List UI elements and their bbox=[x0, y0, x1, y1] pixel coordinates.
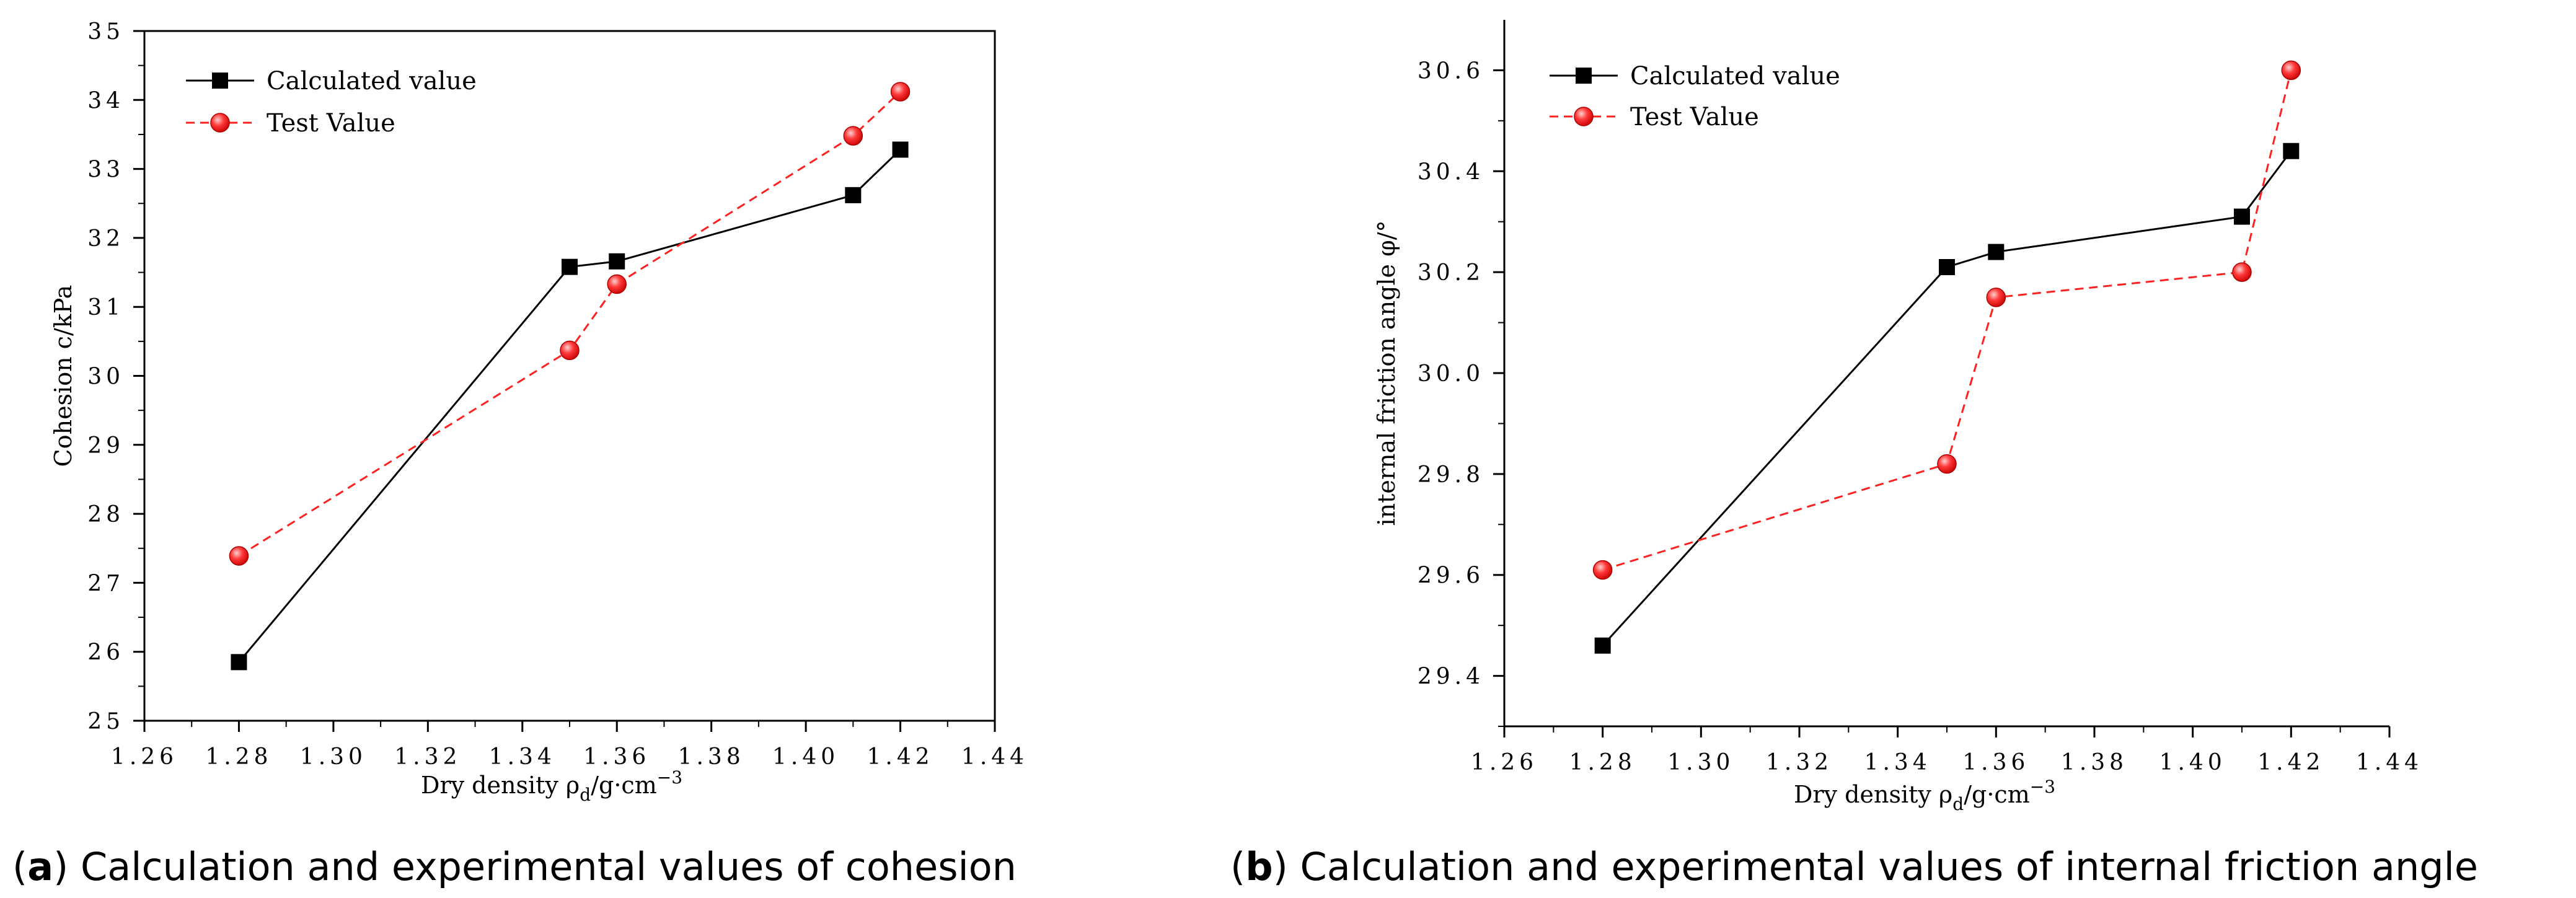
y-axis-label: Cohesion c/kPa bbox=[50, 285, 77, 467]
legend-label: Calculated value bbox=[267, 67, 477, 95]
calculated-value-line bbox=[1602, 150, 2292, 646]
caption: (a) Calculation and experimental values … bbox=[12, 844, 1017, 889]
x-tick-label: 1.34 bbox=[1864, 750, 1931, 775]
test-value-point bbox=[843, 126, 863, 146]
x-axis-label-superscript: −3 bbox=[657, 767, 682, 788]
caption-close-paren: ) bbox=[1273, 844, 1288, 889]
legend-label: Calculated value bbox=[1630, 62, 1840, 90]
x-tick-label: 1.36 bbox=[1962, 750, 2029, 775]
x-tick-label: 1.34 bbox=[489, 744, 556, 770]
legend-circle-marker bbox=[210, 113, 230, 133]
calculated-value-line bbox=[238, 149, 901, 663]
y-tick-label: 30.2 bbox=[1418, 260, 1484, 286]
x-tick-label: 1.32 bbox=[1766, 750, 1833, 775]
x-tick-label: 1.26 bbox=[1471, 750, 1538, 775]
x-tick-label: 1.42 bbox=[2257, 750, 2324, 775]
calculated-value-point bbox=[1988, 244, 2005, 260]
y-tick-label: 27 bbox=[87, 571, 125, 596]
x-tick-label: 1.40 bbox=[2159, 750, 2226, 775]
y-tick-label: 26 bbox=[87, 640, 125, 666]
x-tick-label: 1.28 bbox=[1569, 750, 1636, 775]
calculated-value-point bbox=[231, 654, 247, 671]
legend: Calculated value Test Value bbox=[1550, 62, 1840, 131]
y-tick-label: 31 bbox=[87, 295, 125, 320]
caption-text: Calculation and experimental values of i… bbox=[1288, 844, 2478, 889]
caption-close-paren: ) bbox=[53, 844, 68, 889]
legend: Calculated value Test Value bbox=[186, 67, 477, 138]
x-axis-label-unit: /g·cm bbox=[591, 772, 657, 799]
calculated-value-point bbox=[562, 258, 578, 275]
cohesion-chart: 1.26 1.28 1.30 1.32 1.34 1.36 1.38 1.40 1.42 1.44… bbox=[12, 19, 1028, 889]
x-tick-label: 1.38 bbox=[2061, 750, 2128, 775]
y-tick-label: 35 bbox=[87, 19, 125, 45]
x-tick-label: 1.36 bbox=[583, 744, 650, 770]
y-tick-label: 32 bbox=[87, 226, 125, 252]
x-tick-label: 1.30 bbox=[1667, 750, 1734, 775]
caption-letter: a bbox=[27, 844, 53, 889]
legend-label: Test Value bbox=[267, 109, 395, 138]
y-tick-label: 29.8 bbox=[1418, 462, 1484, 488]
caption-open-paren: ( bbox=[1230, 844, 1245, 889]
test-value-line bbox=[238, 90, 901, 557]
x-tick-label: 1.44 bbox=[961, 744, 1028, 770]
x-tick-label: 1.44 bbox=[2356, 750, 2423, 775]
y-tick-label: 29.6 bbox=[1418, 563, 1484, 589]
legend-square-marker bbox=[1576, 68, 1592, 84]
y-tick-label: 30 bbox=[87, 364, 125, 390]
caption-text: Calculation and experimental values of c… bbox=[68, 844, 1017, 889]
legend-label: Test Value bbox=[1630, 103, 1759, 131]
legend-circle-marker bbox=[1574, 107, 1594, 126]
test-value-point bbox=[890, 82, 911, 102]
calculated-value-point bbox=[2234, 208, 2250, 225]
friction-angle-chart: 1.26 1.28 1.30 1.32 1.34 1.36 1.38 1.40 1.42 1.44… bbox=[1230, 20, 2478, 889]
y-tick-label: 29 bbox=[87, 433, 125, 459]
caption-open-paren: ( bbox=[12, 844, 27, 889]
x-tick-label: 1.42 bbox=[867, 744, 933, 770]
test-value-point bbox=[1986, 288, 2006, 307]
x-tick-label: 1.26 bbox=[111, 744, 178, 770]
x-tick-label: 1.32 bbox=[394, 744, 461, 770]
calculated-value-point bbox=[892, 141, 909, 158]
y-tick-label: 29.4 bbox=[1418, 664, 1484, 690]
calculated-value-point bbox=[609, 253, 625, 270]
test-value-point bbox=[2281, 60, 2301, 81]
test-value-line bbox=[1602, 70, 2292, 571]
y-tick-label: 30.0 bbox=[1418, 361, 1484, 387]
y-tick-label: 30.4 bbox=[1418, 159, 1484, 185]
x-tick-label: 1.30 bbox=[300, 744, 367, 770]
y-axis-label: internal friction angle φ/° bbox=[1373, 220, 1400, 526]
calculated-value-point bbox=[1594, 637, 1611, 654]
calculated-value-point bbox=[845, 187, 862, 203]
x-tick-label: 1.28 bbox=[205, 744, 272, 770]
test-value-point bbox=[1937, 454, 1957, 474]
x-axis-label-main: Dry density ρ bbox=[1794, 781, 1952, 808]
x-axis-label-unit: /g·cm bbox=[1964, 781, 2030, 808]
x-axis-label-superscript: −3 bbox=[2030, 777, 2055, 797]
test-value-point bbox=[1592, 560, 1613, 580]
caption-letter: b bbox=[1245, 844, 1273, 889]
y-tick-label: 28 bbox=[87, 502, 125, 527]
y-tick-label: 30.6 bbox=[1418, 58, 1484, 84]
x-tick-label: 1.38 bbox=[678, 744, 745, 770]
x-axis-label-main: Dry density ρ bbox=[421, 772, 580, 799]
y-tick-label: 33 bbox=[87, 157, 125, 183]
test-value-point bbox=[229, 546, 249, 566]
test-value-point bbox=[560, 340, 580, 361]
calculated-value-point bbox=[1939, 259, 1955, 275]
legend-square-marker bbox=[212, 73, 228, 89]
calculated-value-point bbox=[2283, 143, 2300, 159]
x-axis-label-subscript: d bbox=[1952, 794, 1964, 814]
test-value-point bbox=[607, 274, 627, 294]
y-tick-label: 25 bbox=[87, 709, 125, 734]
x-tick-label: 1.40 bbox=[772, 744, 839, 770]
x-axis-label: Dry density ρd/g·cm−3 bbox=[1794, 777, 2055, 814]
y-tick-label: 34 bbox=[87, 88, 125, 113]
test-value-point bbox=[2232, 262, 2252, 282]
x-axis-label-subscript: d bbox=[580, 785, 591, 805]
caption: (b) Calculation and experimental values … bbox=[1230, 844, 2478, 889]
x-axis-label: Dry density ρd/g·cm−3 bbox=[421, 767, 682, 805]
